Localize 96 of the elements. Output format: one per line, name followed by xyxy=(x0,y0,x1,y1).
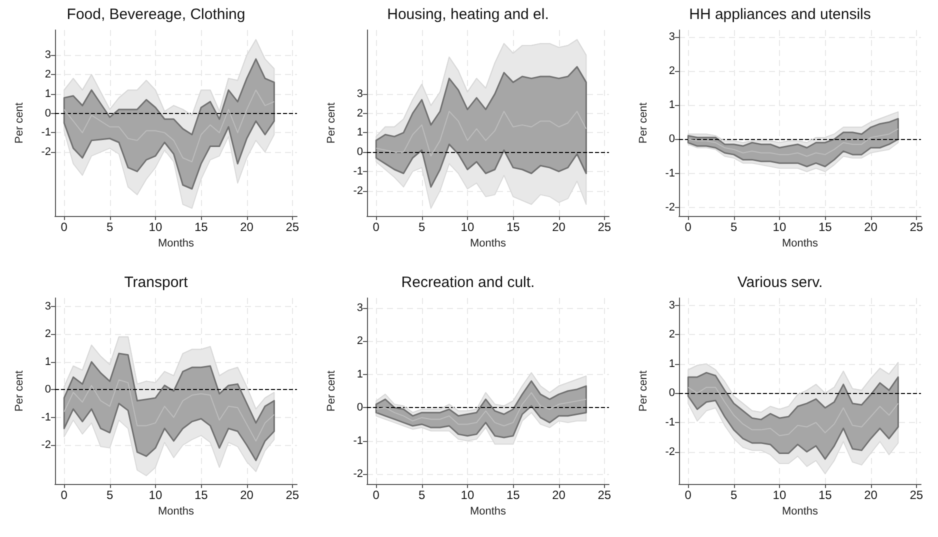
y-tick-label: 2 xyxy=(668,64,675,77)
x-tick-label: 10 xyxy=(772,220,786,234)
y-tick-label: 3 xyxy=(668,30,675,43)
y-tick-label: 1 xyxy=(44,356,51,368)
x-tick-label: 0 xyxy=(60,488,68,502)
x-tick-label: 15 xyxy=(818,220,832,234)
y-tick-label: -2 xyxy=(665,201,675,214)
y-tick-label: -2 xyxy=(41,439,51,452)
x-tick-label: 5 xyxy=(418,220,426,234)
x-tick-label: 20 xyxy=(552,488,566,502)
x-tick-label: 25 xyxy=(286,488,300,502)
y-tick-label: -1 xyxy=(41,411,51,424)
y-tick-label: -1 xyxy=(353,434,363,447)
x-tick-label: 15 xyxy=(506,488,520,502)
x-axis-title: Months xyxy=(158,238,195,250)
x-tick-label: 0 xyxy=(684,488,692,502)
y-tick-label: 2 xyxy=(356,335,363,348)
y-axis-title: Per cent xyxy=(638,370,650,412)
y-tick-label: 0 xyxy=(44,384,51,396)
x-tick-label: 10 xyxy=(148,488,162,502)
y-tick-label: 3 xyxy=(668,299,675,312)
y-axis-title: Per cent xyxy=(326,102,338,144)
x-tick-label: 5 xyxy=(730,220,738,234)
x-tick-label: 25 xyxy=(598,220,612,234)
x-tick-label: 5 xyxy=(106,488,114,502)
y-tick-label: 2 xyxy=(356,107,363,120)
x-tick-label: 25 xyxy=(286,220,300,234)
y-tick-label: 3 xyxy=(44,300,51,312)
x-tick-label: 5 xyxy=(730,488,738,502)
y-tick-label: 0 xyxy=(356,402,363,414)
y-tick-label: 3 xyxy=(356,302,363,314)
y-tick-label: -2 xyxy=(353,468,363,480)
x-tick-label: 25 xyxy=(910,488,924,502)
x-tick-label: 15 xyxy=(818,488,832,502)
x-tick-label: 5 xyxy=(106,220,114,234)
x-tick-label: 20 xyxy=(240,220,254,234)
x-tick-label: 0 xyxy=(372,488,380,502)
y-tick-label: 0 xyxy=(668,133,675,146)
x-tick-label: 0 xyxy=(684,220,692,234)
y-tick-label: 2 xyxy=(44,68,51,81)
x-axis-title: Months xyxy=(470,506,507,518)
y-tick-label: 0 xyxy=(668,387,675,400)
y-axis-title: Per cent xyxy=(14,370,26,412)
line-series xyxy=(688,128,899,157)
y-tick-label: 1 xyxy=(668,99,675,112)
y-tick-label: 0 xyxy=(44,107,51,120)
line-series xyxy=(376,392,587,426)
x-tick-label: 20 xyxy=(864,220,878,234)
y-tick-label: -1 xyxy=(41,126,51,139)
line-series xyxy=(376,110,587,156)
chart-title: Transport xyxy=(124,274,189,291)
x-axis-title: Months xyxy=(158,506,195,518)
chart-title: Various serv. xyxy=(737,274,823,291)
chart-title: Housing, heating and el. xyxy=(387,6,549,23)
x-tick-label: 10 xyxy=(460,220,474,234)
x-tick-label: 10 xyxy=(460,488,474,502)
chart-title: Recreation and cult. xyxy=(401,274,535,291)
y-tick-label: 3 xyxy=(44,49,51,62)
x-tick-label: 25 xyxy=(910,220,924,234)
x-tick-label: 15 xyxy=(194,488,208,502)
x-tick-label: 20 xyxy=(552,220,566,234)
line-series xyxy=(64,90,275,162)
y-axis-title: Per cent xyxy=(326,370,338,412)
y-tick-label: 3 xyxy=(356,88,363,100)
y-tick-label: 1 xyxy=(356,126,363,139)
x-tick-label: 25 xyxy=(598,488,612,502)
y-tick-label: -1 xyxy=(665,167,675,180)
y-tick-label: 2 xyxy=(668,328,675,341)
x-tick-label: 20 xyxy=(864,488,878,502)
y-tick-label: -1 xyxy=(353,165,363,178)
x-tick-label: 20 xyxy=(240,488,254,502)
y-tick-label: -2 xyxy=(41,146,51,158)
x-tick-label: 15 xyxy=(506,220,520,234)
y-tick-label: 1 xyxy=(356,368,363,380)
line-series xyxy=(688,386,899,436)
y-tick-label: 1 xyxy=(44,88,51,100)
x-axis-title: Months xyxy=(782,238,819,250)
x-tick-label: 0 xyxy=(372,220,380,234)
y-tick-label: -2 xyxy=(665,446,675,458)
x-tick-label: 0 xyxy=(60,220,68,234)
y-tick-label: 2 xyxy=(44,328,51,340)
chart-title: Food, Bevereage, Clothing xyxy=(66,6,246,23)
x-axis-title: Months xyxy=(470,238,507,250)
line-series xyxy=(64,379,275,442)
y-axis-title: Per cent xyxy=(638,102,650,144)
x-tick-label: 10 xyxy=(772,488,786,502)
chart-title: HH appliances and utensils xyxy=(689,6,871,23)
y-tick-label: -1 xyxy=(665,416,675,428)
x-tick-label: 5 xyxy=(418,488,426,502)
y-tick-label: 0 xyxy=(356,146,363,158)
y-tick-label: 1 xyxy=(668,358,675,370)
x-tick-label: 15 xyxy=(194,220,208,234)
x-tick-label: 10 xyxy=(148,220,162,234)
x-axis-title: Months xyxy=(782,506,819,518)
y-axis-title: Per cent xyxy=(14,102,26,144)
y-tick-label: -2 xyxy=(353,184,363,197)
